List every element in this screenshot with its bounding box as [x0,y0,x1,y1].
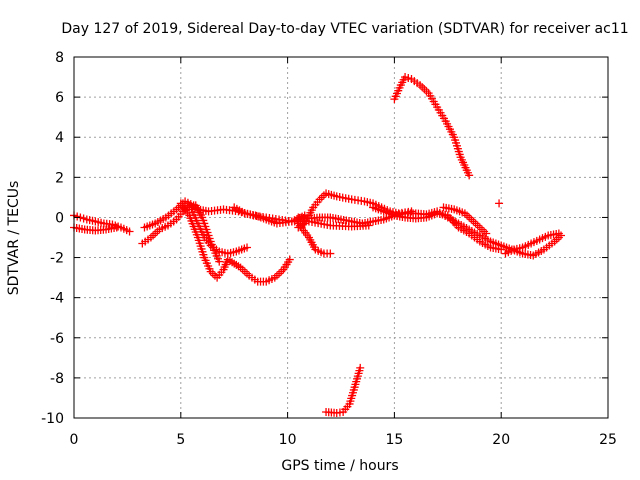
y-tick-label: -6 [50,331,64,347]
y-tick-label: 6 [55,90,64,106]
data-point [151,229,160,238]
data-point [467,215,476,224]
data-point [473,221,482,230]
data-point [215,257,224,266]
data-point [497,245,506,254]
data-point [471,219,480,228]
data-point [469,217,478,226]
data-point [495,199,504,208]
data-point [480,227,489,236]
data-point [174,203,183,212]
chart-title: Day 127 of 2019, Sidereal Day-to-day VTE… [61,21,628,37]
data-point [407,207,416,216]
x-tick-label: 10 [279,432,297,448]
data-point [477,225,486,234]
y-tick-label: -4 [50,291,64,307]
x-tick-label: 0 [70,432,79,448]
y-axis-label: SDTVAR / TECUs [6,181,22,296]
data-point [465,213,474,222]
y-tick-label: -10 [41,411,64,427]
y-tick-label: 8 [55,50,64,66]
data-point [240,267,249,276]
x-tick-label: 25 [599,432,617,448]
x-axis-label: GPS time / hours [281,458,398,474]
data-point [557,231,566,240]
data-point [149,231,158,240]
data-point [112,223,121,232]
data-point [465,171,474,180]
data-points [70,73,566,417]
y-tick-label: -2 [50,251,64,267]
data-point [420,85,429,94]
axis-ticks: 0 5 10 15 20 25 -10 -8 -6 -4 -2 0 2 4 6 8 [41,50,617,448]
data-point [356,363,365,372]
data-point [422,87,431,96]
data-point [482,229,491,238]
y-tick-label: -8 [50,371,64,387]
data-point [243,243,252,252]
data-point [125,227,134,236]
data-point [277,267,286,276]
x-tick-label: 20 [492,432,510,448]
data-point [554,229,563,238]
data-point [317,193,326,202]
y-tick-label: 0 [55,210,64,226]
plot-frame [73,56,609,419]
y-tick-label: 2 [55,170,64,186]
data-point [243,269,252,278]
data-point [285,255,294,264]
x-tick-label: 15 [385,432,403,448]
y-tick-label: 4 [55,130,64,146]
data-point [275,269,284,278]
data-point [418,83,427,92]
x-tick-label: 5 [176,432,185,448]
data-point [326,249,335,258]
data-point [319,191,328,200]
grid [74,57,608,418]
